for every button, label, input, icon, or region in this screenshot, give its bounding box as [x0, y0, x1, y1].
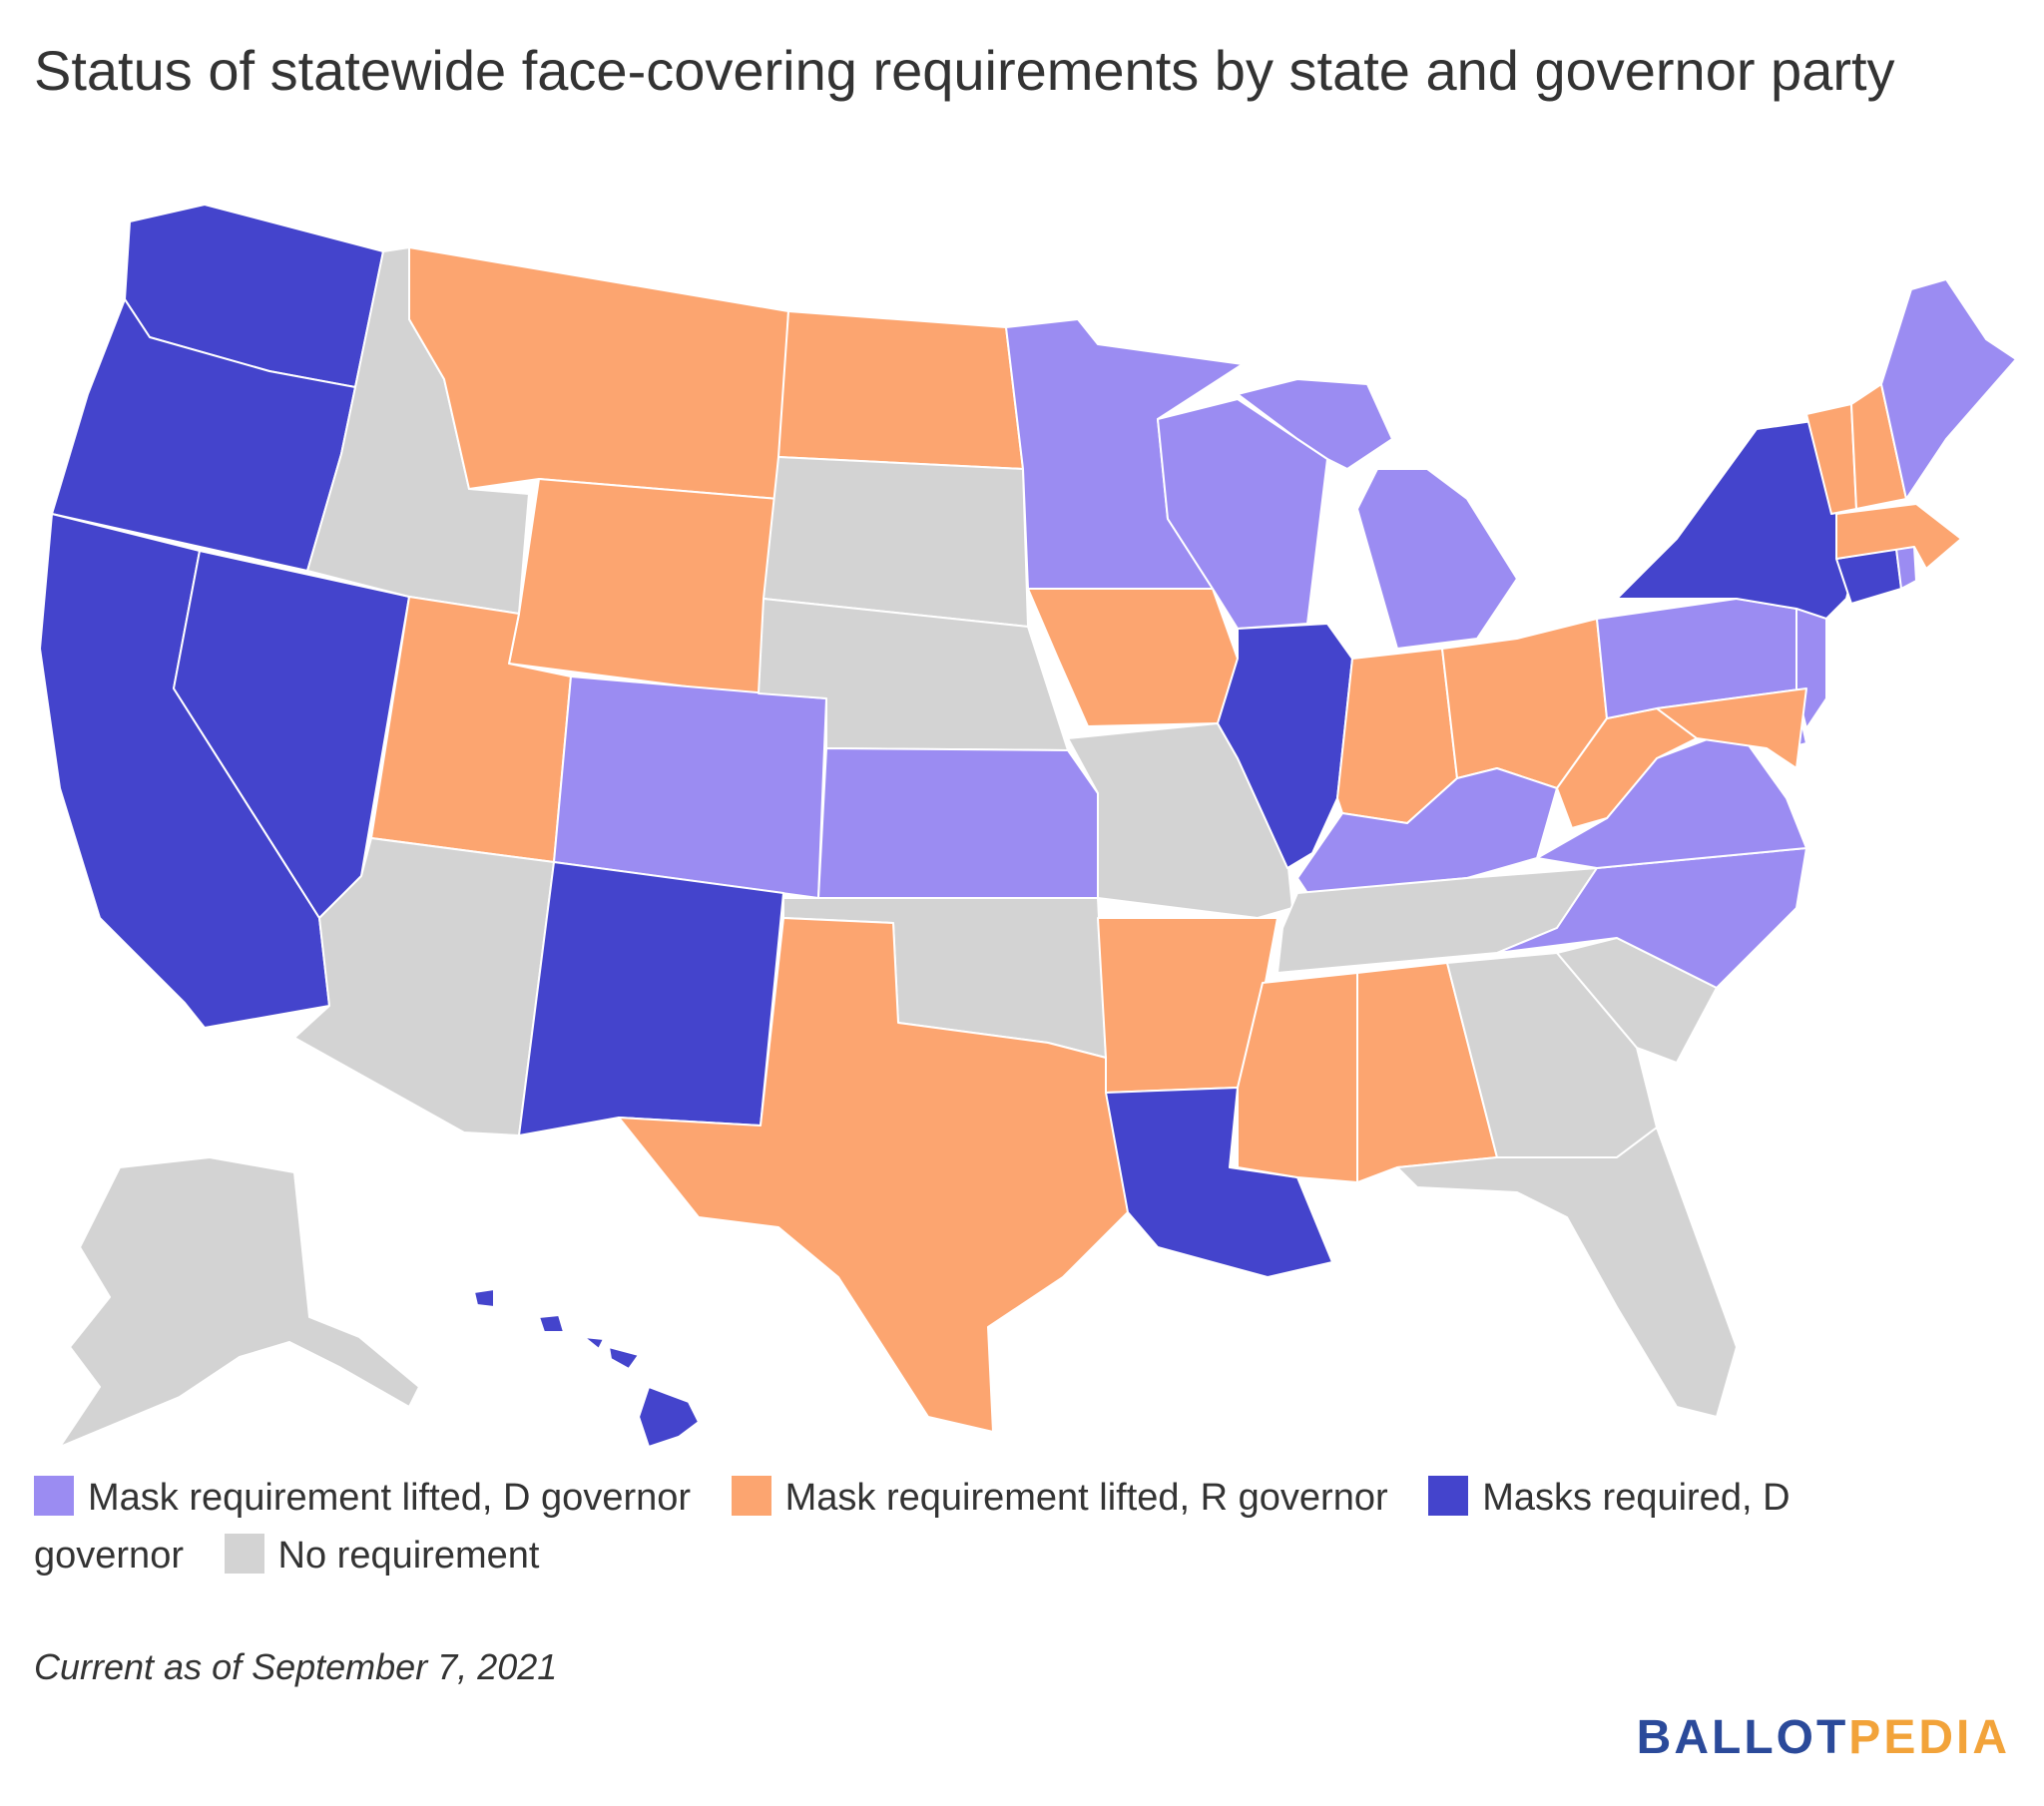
- state-kansas[interactable]: [817, 747, 1099, 899]
- state-iowa[interactable]: [1027, 588, 1239, 727]
- logo-part-ballot: BALLOT: [1636, 1711, 1849, 1764]
- state-hawaii[interactable]: [473, 1288, 700, 1448]
- state-north-dakota[interactable]: [777, 310, 1024, 470]
- map-title: Status of statewide face-covering requir…: [34, 39, 1895, 102]
- legend-swatch: [34, 1476, 74, 1516]
- footnote: Current as of September 7, 2021: [34, 1646, 558, 1687]
- state-kentucky[interactable]: [1296, 767, 1558, 894]
- legend-item-required-d: Masks required, D governor: [34, 1476, 1790, 1577]
- legend-label: No requirement: [277, 1535, 540, 1577]
- state-south-carolina[interactable]: [1556, 937, 1718, 1064]
- ballotpedia-logo[interactable]: BALLOTPEDIA: [1637, 1710, 2010, 1765]
- state-north-carolina[interactable]: [1496, 847, 1807, 989]
- legend-swatch: [224, 1534, 264, 1574]
- state-wyoming[interactable]: [508, 478, 779, 697]
- state-montana[interactable]: [408, 246, 789, 500]
- legend-item-lifted-d: Mask requirement lifted, D governor: [34, 1476, 692, 1519]
- legend-label: Mask requirement lifted, R governor: [784, 1477, 1388, 1519]
- state-alaska[interactable]: [59, 1156, 420, 1448]
- legend-item-no-requirement: No requirement: [224, 1534, 540, 1577]
- legend-label: Masks required, D governor: [34, 1477, 1790, 1577]
- legend-label: Mask requirement lifted, D governor: [88, 1477, 692, 1519]
- state-new-mexico[interactable]: [518, 861, 784, 1136]
- us-map: [39, 204, 2017, 1448]
- legend-swatch: [1428, 1476, 1469, 1516]
- state-texas[interactable]: [618, 917, 1129, 1433]
- legend-item-lifted-r: Mask requirement lifted, R governor: [731, 1476, 1388, 1519]
- logo-part-pedia: PEDIA: [1848, 1711, 2010, 1764]
- state-michigan[interactable]: [1237, 378, 1518, 650]
- state-massachusetts[interactable]: [1835, 503, 1962, 570]
- state-louisiana[interactable]: [1105, 1087, 1333, 1278]
- state-maryland[interactable]: [1656, 687, 1807, 769]
- state-maine[interactable]: [1880, 278, 2017, 500]
- state-colorado[interactable]: [553, 676, 827, 899]
- state-illinois[interactable]: [1217, 623, 1353, 869]
- state-florida[interactable]: [1396, 1127, 1738, 1418]
- state-south-dakota[interactable]: [763, 456, 1029, 628]
- map-legend: Mask requirement lifted, D governor Mask…: [34, 1469, 1890, 1584]
- state-wisconsin[interactable]: [1157, 398, 1328, 630]
- legend-swatch: [731, 1476, 771, 1516]
